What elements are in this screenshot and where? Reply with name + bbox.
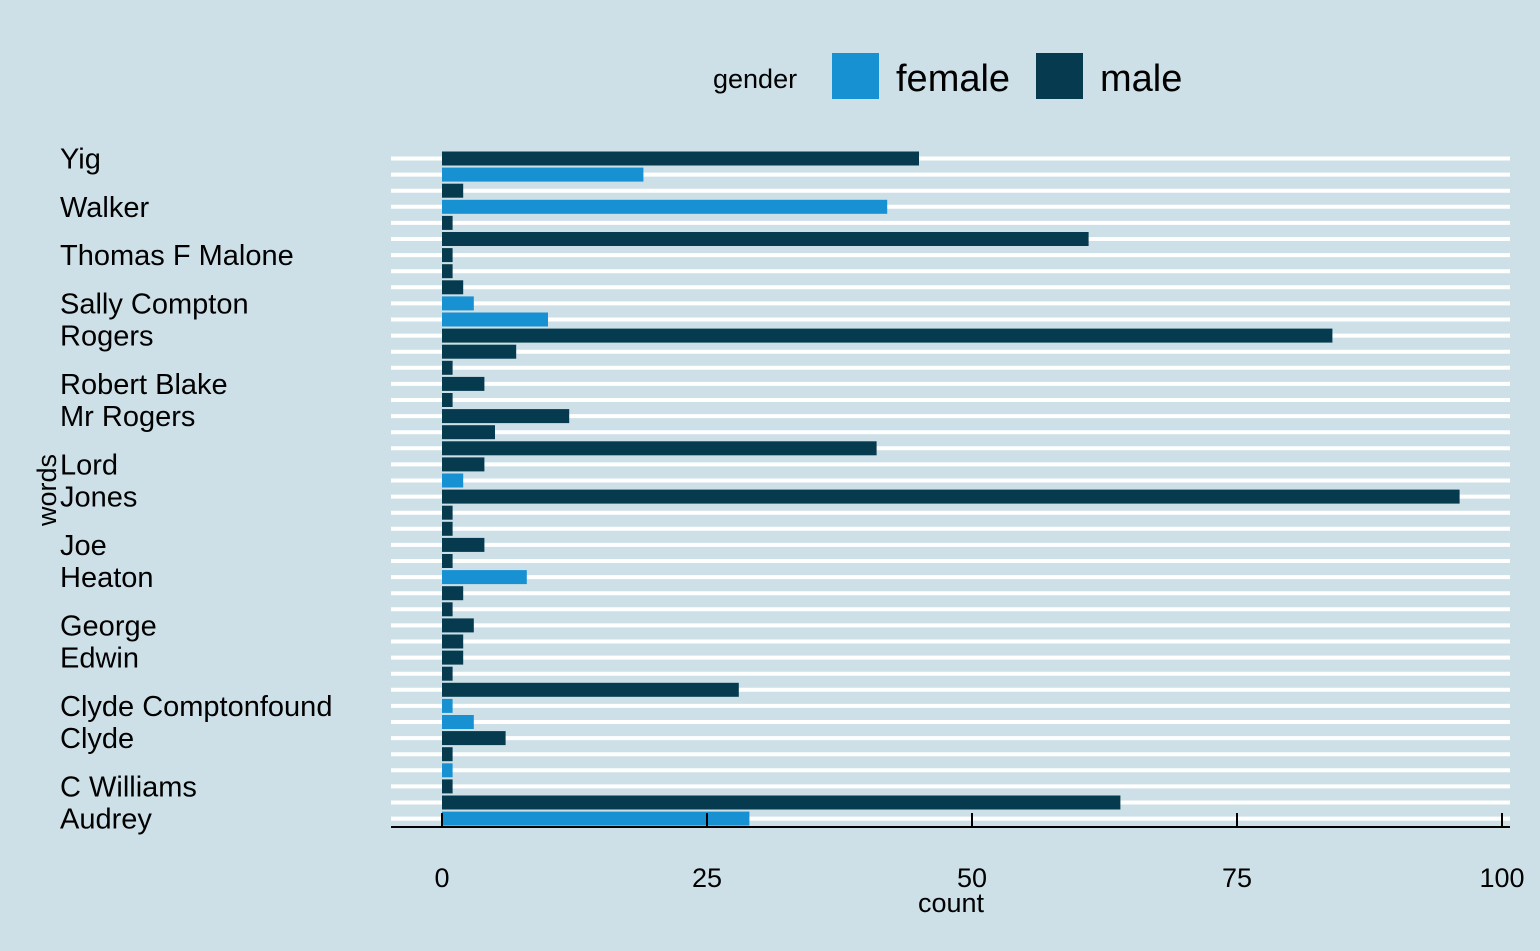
bar-male (442, 489, 1460, 504)
bar-male (442, 215, 453, 230)
bar-male (442, 650, 464, 665)
bar-female (442, 570, 527, 585)
x-axis-title: count (918, 888, 985, 918)
y-tick-label: Joe (60, 530, 107, 562)
bars (442, 151, 1460, 826)
y-tick-label: Sally Compton (60, 288, 249, 320)
bar-male (442, 441, 877, 456)
bar-female (442, 811, 750, 826)
y-tick-label: Walker (60, 192, 149, 224)
bar-male (442, 344, 517, 359)
legend-label-male: male (1100, 58, 1182, 100)
x-tick-label: 0 (434, 863, 449, 893)
bar-female (442, 312, 548, 327)
bar-male (442, 376, 485, 391)
bar-male (442, 747, 453, 762)
bar-male (442, 409, 570, 424)
y-tick-label: Clyde Comptonfound (60, 691, 332, 723)
bar-male (442, 602, 453, 617)
y-tick-label: Clyde (60, 723, 134, 755)
y-tick-label: Mr Rogers (60, 401, 195, 433)
y-tick-label: Lord (60, 449, 118, 481)
bar-male (442, 360, 453, 375)
bar-male (442, 537, 485, 552)
bar-male (442, 183, 464, 198)
y-tick-label: Yig (60, 144, 101, 176)
bar-male (442, 795, 1121, 810)
y-tick-label: C Williams (60, 771, 197, 803)
bar-male (442, 425, 495, 440)
bar-male (442, 328, 1333, 343)
legend-swatch-male (1036, 53, 1083, 99)
bar-male (442, 505, 453, 520)
legend: gender female male (713, 53, 1182, 100)
bar-male (442, 248, 453, 263)
bar-male (442, 554, 453, 568)
bar-female (442, 715, 474, 729)
bar-male (442, 666, 453, 681)
legend-swatch-female (832, 53, 879, 99)
bar-male (442, 618, 474, 633)
y-tick-label: Audrey (60, 804, 152, 836)
y-axis-title: words (32, 454, 62, 527)
bar-female (442, 763, 453, 778)
gridlines (391, 156, 1510, 821)
x-tick-label: 75 (1222, 863, 1252, 893)
y-tick-label: Thomas F Malone (60, 240, 294, 272)
x-tick-label: 25 (692, 863, 722, 893)
bar-male (442, 232, 1089, 246)
x-tick-label: 100 (1479, 863, 1524, 893)
x-tick-label: 50 (957, 863, 987, 893)
y-tick-label: Jones (60, 482, 137, 514)
legend-title: gender (713, 64, 797, 94)
bar-male (442, 457, 485, 472)
y-tick-label: George (60, 610, 157, 642)
bar-male (442, 586, 464, 601)
y-tick-label: Robert Blake (60, 369, 228, 401)
bar-female (442, 296, 474, 311)
bar-female (442, 167, 644, 182)
y-tick-label: Edwin (60, 643, 139, 675)
bar-male (442, 779, 453, 794)
bar-male (442, 393, 453, 407)
legend-label-female: female (896, 58, 1010, 100)
bar-male (442, 280, 464, 295)
bar-female (442, 473, 464, 488)
bar-male (442, 521, 453, 536)
bar-male (442, 682, 739, 697)
y-axis-labels: Yig Walker Thomas F Malone Sally ComptonRog… (60, 144, 332, 836)
bar-female (442, 199, 888, 214)
bar-male (442, 264, 453, 279)
bar-male (442, 151, 919, 166)
bar-male (442, 731, 506, 746)
x-axis: 0 25 50 75 100 (391, 813, 1525, 893)
bar-male (442, 634, 464, 649)
y-tick-label: Rogers (60, 321, 154, 353)
bar-female (442, 698, 453, 713)
y-tick-label: Heaton (60, 562, 154, 594)
